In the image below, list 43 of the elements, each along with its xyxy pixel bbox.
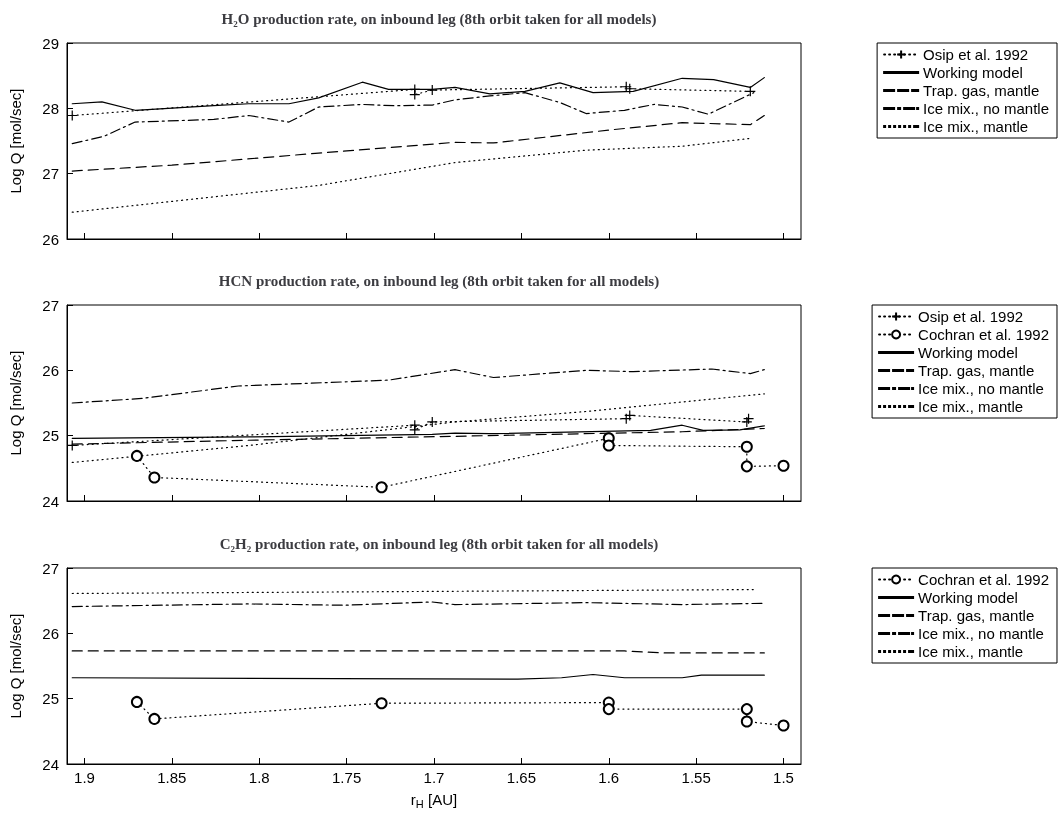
legend-label: Ice mix., mantle <box>918 398 1024 415</box>
chart-title: HCN production rate, on inbound leg (8th orbit taken for all models) <box>218 272 660 290</box>
legend-label: Trap. gas, mantle <box>923 82 1040 99</box>
legend-label: Cochran et al. 1992 <box>918 326 1049 343</box>
legend-label: Osip et al. 1992 <box>923 46 1029 63</box>
y-axis-title: Log Q [mol/sec] <box>7 350 24 456</box>
y-tick-label: 27 <box>42 296 59 314</box>
legend-label: Ice mix., mantle <box>918 643 1024 660</box>
x-tick-label: 1.65 <box>506 769 536 786</box>
legend-label: Working model <box>923 64 1023 81</box>
legend-label: Trap. gas, mantle <box>918 362 1035 379</box>
y-tick-label: 26 <box>42 361 59 379</box>
y-axis-title: Log Q [mol/sec] <box>7 88 24 194</box>
y-tick-label: 26 <box>42 230 59 248</box>
chart-title: C₂H₂ production rate, on inbound leg (8th orbit taken for all models) <box>219 535 659 553</box>
y-tick-label: 25 <box>42 427 59 445</box>
y-tick-label: 29 <box>42 34 59 52</box>
legend-label: Ice mix., no mantle <box>918 380 1044 397</box>
y-tick-label: 26 <box>42 624 59 642</box>
x-tick-label: 1.55 <box>681 769 711 786</box>
chart-title: H₂O production rate, on inbound leg (8th orbit taken for all models) <box>221 10 657 28</box>
legend-label: Ice mix., mantle <box>923 118 1029 135</box>
y-tick-label: 25 <box>42 690 59 708</box>
y-tick-label: 24 <box>42 492 59 510</box>
x-tick-label: 1.5 <box>773 769 794 786</box>
legend-label: Osip et al. 1992 <box>918 308 1024 325</box>
y-tick-label: 28 <box>42 99 59 117</box>
legend-label: Ice mix., no mantle <box>918 625 1044 642</box>
legend-label: Cochran et al. 1992 <box>918 571 1049 588</box>
x-tick-label: 1.9 <box>74 769 95 786</box>
y-tick-label: 27 <box>42 559 59 577</box>
legend-label: Ice mix., no mantle <box>923 100 1050 117</box>
y-axis-title: Log Q [mol/sec] <box>7 613 24 719</box>
x-tick-label: 1.6 <box>598 769 620 786</box>
x-tick-label: 1.7 <box>423 769 445 786</box>
y-tick-label: 27 <box>42 165 59 183</box>
x-tick-label: 1.75 <box>332 769 362 786</box>
legend-label: Working model <box>918 589 1018 606</box>
x-tick-label: 1.8 <box>248 769 270 786</box>
x-tick-label: 1.85 <box>157 769 187 786</box>
y-tick-label: 24 <box>42 755 59 773</box>
legend-label: Working model <box>918 344 1018 361</box>
legend-label: Trap. gas, mantle <box>918 607 1035 624</box>
